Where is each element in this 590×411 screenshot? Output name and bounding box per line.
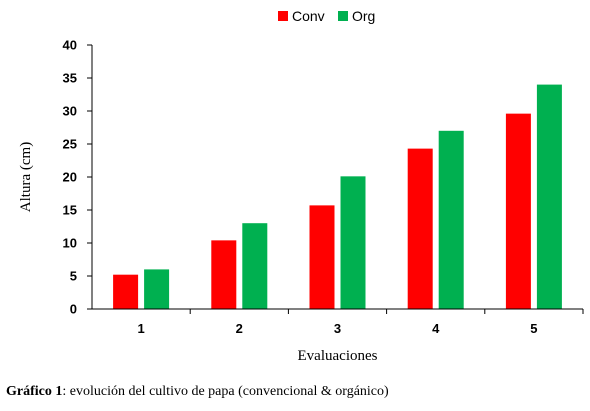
legend-label-conv: Conv — [292, 8, 325, 24]
y-tick-label: 0 — [70, 302, 77, 317]
x-axis-ticks: 1 2 3 4 5 — [137, 309, 584, 336]
y-axis-ticks: 0 5 10 15 20 25 30 35 40 — [63, 38, 92, 317]
y-tick-label: 25 — [63, 137, 77, 152]
caption-text: : evolución del cultivo de papa (convenc… — [62, 384, 389, 399]
x-tick-label: 4 — [432, 321, 440, 336]
y-tick-label: 40 — [63, 38, 77, 53]
y-axis-title: Altura (cm) — [18, 142, 34, 212]
bar-conv-1 — [113, 274, 139, 309]
legend-label-org: Org — [352, 8, 375, 24]
legend-swatch-conv — [278, 11, 288, 21]
legend-swatch-org — [338, 11, 348, 21]
bar-org-2 — [242, 223, 268, 309]
bar-org-4 — [438, 130, 464, 309]
y-tick-label: 20 — [63, 170, 77, 185]
bar-org-1 — [144, 269, 170, 309]
x-axis-title: Evaluaciones — [298, 348, 378, 364]
x-tick-label: 2 — [236, 321, 243, 336]
bar-conv-2 — [211, 240, 237, 309]
bar-conv-3 — [309, 205, 335, 309]
bar-conv-5 — [505, 113, 531, 309]
legend: Conv Org — [278, 8, 375, 24]
y-tick-label: 5 — [70, 269, 77, 284]
x-tick-label: 5 — [530, 321, 537, 336]
x-tick-label: 3 — [334, 321, 341, 336]
bar-org-5 — [536, 84, 562, 309]
y-tick-label: 10 — [63, 236, 77, 251]
bar-org-3 — [340, 176, 366, 309]
figure-caption: Gráfico 1: evolución del cultivo de papa… — [6, 384, 389, 400]
y-tick-label: 35 — [63, 71, 77, 86]
y-tick-label: 15 — [63, 203, 77, 218]
x-tick-label: 1 — [137, 321, 144, 336]
bar-conv-4 — [407, 148, 433, 309]
bars — [113, 84, 562, 309]
caption-label: Gráfico 1 — [6, 384, 63, 399]
y-tick-label: 30 — [63, 104, 77, 119]
